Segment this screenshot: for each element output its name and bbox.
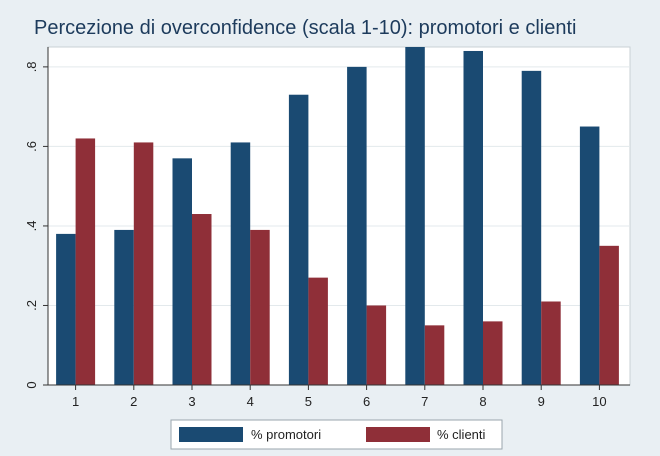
bar-clienti [483, 321, 503, 385]
bar-clienti [541, 301, 561, 385]
chart-title: Percezione di overconfidence (scala 1-10… [34, 17, 577, 39]
bar-clienti [192, 214, 212, 385]
x-tick-label: 7 [421, 394, 428, 409]
legend-label-promotori: % promotori [251, 427, 321, 442]
x-tick-label: 5 [305, 394, 312, 409]
x-tick-label: 10 [592, 394, 606, 409]
y-tick-label: .4 [24, 221, 39, 232]
bar-clienti [366, 305, 387, 385]
x-tick-label: 6 [363, 394, 370, 409]
x-tick-label: 3 [188, 394, 195, 409]
y-tick-label: .8 [24, 61, 39, 72]
bar-clienti [75, 138, 96, 385]
bar-promotori [347, 66, 367, 385]
bar-clienti [424, 325, 445, 385]
legend: % promotori % clienti [170, 419, 503, 450]
bar-promotori [463, 50, 483, 385]
bar-promotori [579, 126, 600, 385]
x-tick-label: 9 [538, 394, 545, 409]
bar-promotori [288, 94, 309, 385]
y-tick-label: .6 [24, 141, 39, 152]
bar-clienti [599, 245, 619, 385]
bar-promotori [521, 70, 542, 385]
y-tick-label: 0 [24, 381, 39, 388]
x-tick-label: 1 [72, 394, 79, 409]
bar-clienti [133, 142, 154, 385]
axes: 0 .2 .4 .6 .8 1 2 3 4 5 6 7 8 9 10 [24, 47, 630, 409]
y-tick-label: .2 [24, 300, 39, 311]
bar-clienti [308, 277, 328, 385]
bar-clienti [250, 229, 270, 385]
bars [56, 47, 619, 385]
bar-promotori [56, 233, 76, 385]
legend-swatch-promotori [179, 427, 243, 442]
x-tick-label: 4 [247, 394, 254, 409]
bar-promotori [172, 158, 192, 385]
bar-promotori [405, 47, 425, 385]
x-tick-label: 2 [130, 394, 137, 409]
bar-promotori [114, 229, 134, 385]
x-tick-label: 8 [479, 394, 486, 409]
legend-label-clienti: % clienti [437, 427, 486, 442]
legend-swatch-clienti [366, 427, 430, 442]
bar-promotori [230, 142, 251, 385]
